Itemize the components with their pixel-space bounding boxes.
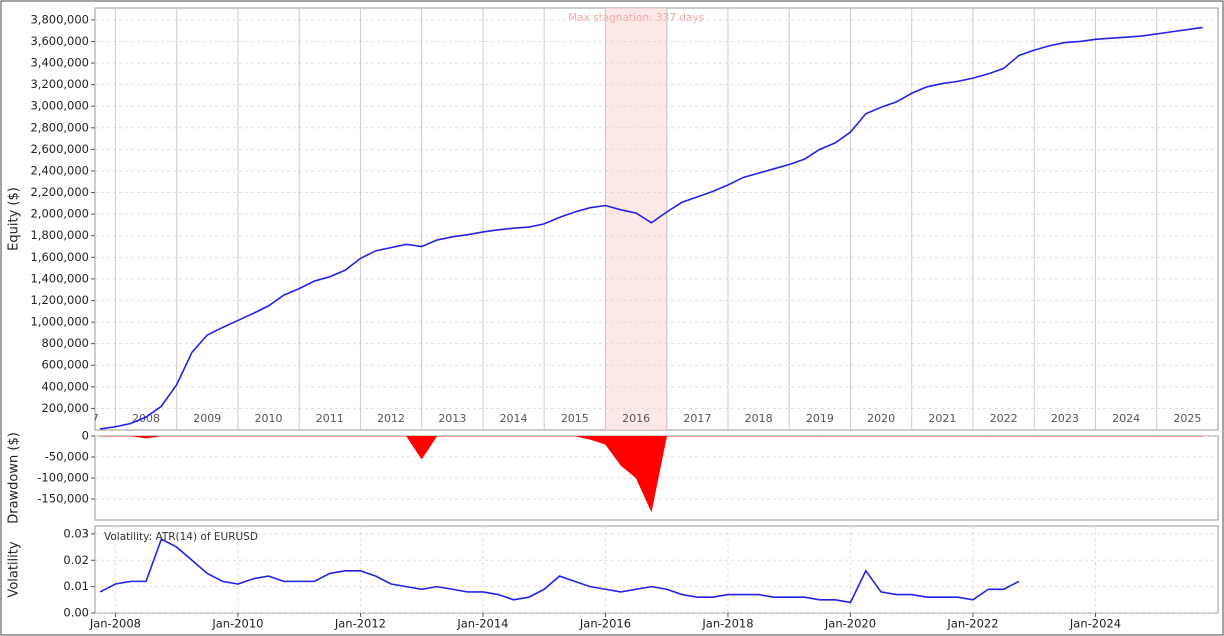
y-tick-label: 600,000 (41, 358, 89, 372)
y-tick-label: 0.00 (63, 606, 89, 620)
stagnation-label: Max stagnation: 337 days (568, 12, 704, 24)
y-tick-label: 0.01 (63, 579, 89, 593)
y-tick-label: 0.03 (63, 526, 89, 540)
x-tick-label: Jan-2010 (211, 617, 263, 631)
drawdown-area (100, 436, 1203, 513)
year-label: 2017 (683, 412, 711, 425)
y-tick-label: 2,000,000 (30, 207, 89, 221)
x-tick-label: Jan-2012 (334, 617, 386, 631)
y-tick-label: -150,000 (37, 492, 89, 506)
y-tick-label: 200,000 (41, 401, 89, 415)
y-tick-label: 1,200,000 (30, 293, 89, 307)
year-label: 2016 (622, 412, 650, 425)
x-tick-label: Jan-2020 (824, 617, 876, 631)
equity-line (99, 26, 1203, 430)
y-tick-label: 3,200,000 (30, 77, 89, 91)
x-tick-label: Jan-2016 (579, 617, 631, 631)
equity-line (99, 538, 1020, 604)
plot-group (95, 526, 1218, 613)
y-axis-title: Drawdown ($) (7, 432, 22, 524)
y-tick-label: 1,400,000 (30, 271, 89, 285)
y-tick-label: 0 (82, 429, 89, 443)
year-label: 2009 (193, 412, 221, 425)
year-label: 2020 (867, 412, 895, 425)
plot-area (94, 525, 1219, 614)
y-tick-label: 3,800,000 (30, 12, 89, 26)
year-label: 2025 (1173, 412, 1201, 425)
y-tick-label: 1,800,000 (30, 228, 89, 242)
y-tick-label: 3,000,000 (30, 99, 89, 113)
y-tick-label: 3,400,000 (30, 56, 89, 70)
y-tick-label: 1,000,000 (30, 315, 89, 329)
y-tick-label: -50,000 (45, 450, 89, 464)
year-label: 2024 (1112, 412, 1140, 425)
y-tick-label: 0.02 (63, 553, 89, 567)
y-tick-label: -100,000 (37, 471, 89, 485)
x-tick-label: Jan-2008 (89, 617, 141, 631)
x-tick-label: Jan-2018 (701, 617, 753, 631)
y-tick-label: 1,600,000 (30, 250, 89, 264)
year-label: 2011 (316, 412, 344, 425)
year-label: 2012 (377, 412, 405, 425)
y-tick-label: 2,400,000 (30, 163, 89, 177)
x-tick-label: Jan-2014 (456, 617, 508, 631)
year-label: 2010 (255, 412, 283, 425)
year-label: 2023 (1051, 412, 1079, 425)
y-tick-label: 400,000 (41, 379, 89, 393)
y-tick-label: 2,200,000 (30, 185, 89, 199)
year-label: 2022 (990, 412, 1018, 425)
plot-group: Max stagnation: 337 days 2007 2008 2009 2010… (71, 8, 1218, 430)
year-label: 2018 (745, 412, 773, 425)
year-label: 2007 (71, 412, 99, 425)
y-tick-label: 3,600,000 (30, 34, 89, 48)
y-tick-label: 800,000 (41, 336, 89, 350)
plot-group (95, 436, 1218, 513)
y-tick-label: 2,800,000 (30, 120, 89, 134)
x-tick-label: Jan-2024 (1069, 617, 1121, 631)
year-label: 2014 (500, 412, 528, 425)
year-label: 2015 (561, 412, 589, 425)
annotation: Volatility: ATR(14) of EURUSD (104, 531, 258, 543)
x-tick-label: Jan-2022 (946, 617, 998, 631)
year-label: 2019 (806, 412, 834, 425)
y-tick-label: 2,600,000 (30, 142, 89, 156)
y-axis-title: Volatility (7, 541, 22, 597)
year-label: 2021 (928, 412, 956, 425)
year-label: 2008 (132, 412, 160, 425)
y-axis-title: Equity ($) (7, 187, 22, 251)
year-label: 2013 (438, 412, 466, 425)
